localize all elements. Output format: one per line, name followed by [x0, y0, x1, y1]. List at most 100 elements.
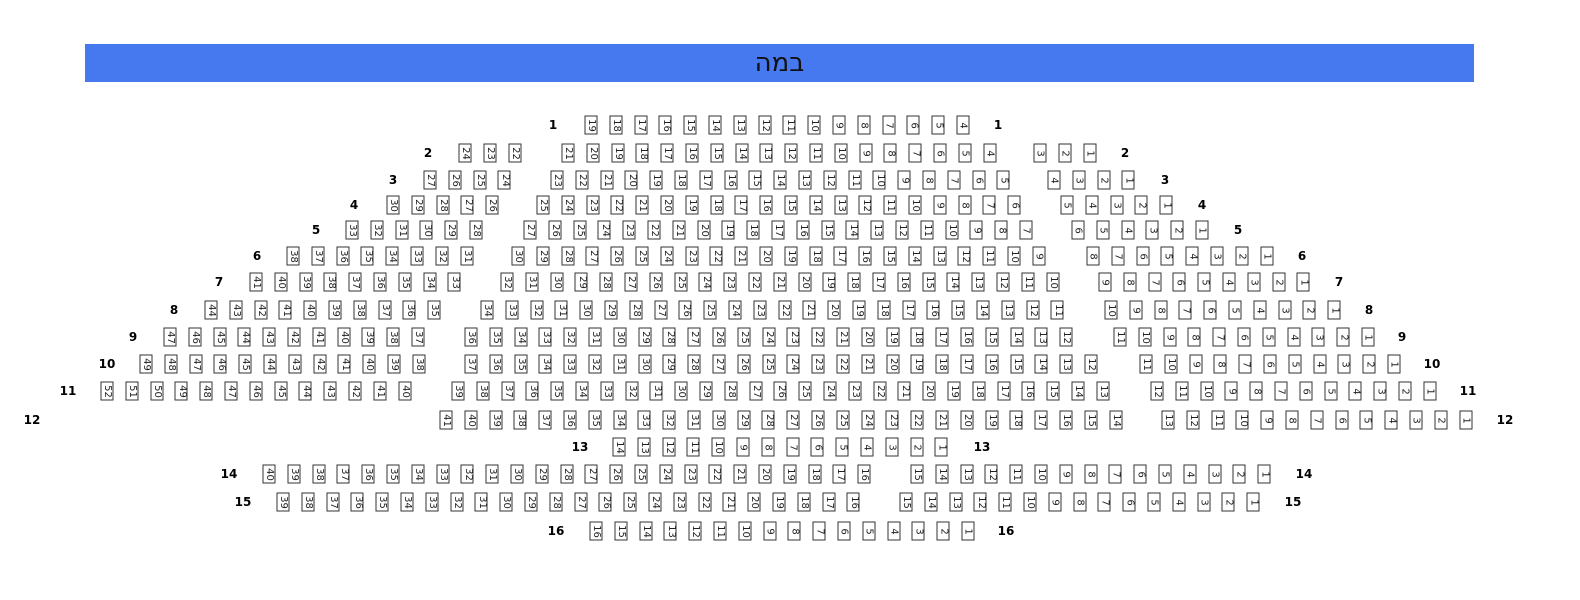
seat[interactable]: 10: [1164, 354, 1178, 374]
seat[interactable]: 20: [747, 492, 761, 512]
seat[interactable]: 16: [846, 492, 860, 512]
seat[interactable]: 3: [1373, 381, 1387, 401]
seat[interactable]: 50: [150, 381, 164, 401]
seat[interactable]: 24: [660, 246, 674, 266]
seat[interactable]: 26: [610, 246, 624, 266]
seat[interactable]: 6: [1172, 272, 1186, 292]
seat[interactable]: 3: [1033, 143, 1047, 163]
seat[interactable]: 27: [574, 492, 588, 512]
seat[interactable]: 15: [1084, 410, 1098, 430]
seat[interactable]: 35: [489, 327, 503, 347]
seat[interactable]: 34: [613, 410, 627, 430]
seat[interactable]: 28: [436, 195, 450, 215]
seat[interactable]: 4: [1085, 195, 1099, 215]
seat[interactable]: 47: [224, 381, 238, 401]
seat[interactable]: 13: [1001, 300, 1015, 320]
seat[interactable]: 9: [1224, 381, 1238, 401]
seat[interactable]: 24: [698, 272, 712, 292]
seat[interactable]: 23: [684, 464, 698, 484]
seat[interactable]: 38: [312, 464, 326, 484]
seat[interactable]: 20: [759, 246, 773, 266]
seat[interactable]: 2: [1398, 381, 1412, 401]
seat[interactable]: 8: [761, 437, 775, 457]
seat[interactable]: 26: [737, 354, 751, 374]
seat[interactable]: 19: [685, 195, 699, 215]
seat[interactable]: 23: [786, 327, 800, 347]
seat[interactable]: 45: [274, 381, 288, 401]
seat[interactable]: 15: [784, 195, 798, 215]
seat[interactable]: 21: [672, 220, 686, 240]
seat[interactable]: 2: [1362, 354, 1376, 374]
seat[interactable]: 20: [758, 464, 772, 484]
seat[interactable]: 33: [410, 246, 424, 266]
seat[interactable]: 32: [625, 381, 639, 401]
seat[interactable]: 27: [423, 170, 437, 190]
seat[interactable]: 15: [1046, 381, 1060, 401]
seat[interactable]: 22: [508, 143, 522, 163]
seat[interactable]: 39: [387, 354, 401, 374]
seat[interactable]: 1: [1423, 381, 1437, 401]
seat[interactable]: 10: [872, 170, 886, 190]
seat[interactable]: 7: [1274, 381, 1288, 401]
seat[interactable]: 12: [1026, 300, 1040, 320]
seat[interactable]: 18: [808, 464, 822, 484]
seat[interactable]: 7: [1310, 410, 1324, 430]
seat[interactable]: 42: [348, 381, 362, 401]
seat[interactable]: 42: [287, 327, 301, 347]
seat[interactable]: 4: [1287, 327, 1301, 347]
seat[interactable]: 13: [798, 170, 812, 190]
seat[interactable]: 9: [1129, 300, 1143, 320]
seat[interactable]: 38: [476, 381, 490, 401]
seat[interactable]: 19: [886, 327, 900, 347]
seat[interactable]: 1: [1257, 464, 1271, 484]
seat[interactable]: 20: [960, 410, 974, 430]
seat[interactable]: 27: [654, 300, 668, 320]
seat[interactable]: 28: [549, 492, 563, 512]
seat[interactable]: 10: [1023, 492, 1037, 512]
seat[interactable]: 29: [444, 220, 458, 240]
seat[interactable]: 43: [288, 354, 302, 374]
seat[interactable]: 19: [772, 492, 786, 512]
seat[interactable]: 40: [274, 272, 288, 292]
seat[interactable]: 19: [947, 381, 961, 401]
seat[interactable]: 4: [1253, 300, 1267, 320]
seat[interactable]: 29: [638, 327, 652, 347]
seat[interactable]: 9: [1163, 327, 1177, 347]
seat[interactable]: 22: [647, 220, 661, 240]
seat[interactable]: 2: [1302, 300, 1316, 320]
seat[interactable]: 30: [511, 246, 525, 266]
seat[interactable]: 11: [713, 521, 727, 541]
seat[interactable]: 20: [922, 381, 936, 401]
seat[interactable]: 18: [877, 300, 891, 320]
seat[interactable]: 25: [703, 300, 717, 320]
seat[interactable]: 23: [586, 195, 600, 215]
seat[interactable]: 31: [588, 327, 602, 347]
seat[interactable]: 41: [312, 327, 326, 347]
seat[interactable]: 30: [712, 410, 726, 430]
seat[interactable]: 20: [697, 220, 711, 240]
seat[interactable]: 13: [759, 143, 773, 163]
seat[interactable]: 37: [326, 492, 340, 512]
seat[interactable]: 43: [262, 327, 276, 347]
seat[interactable]: 31: [485, 464, 499, 484]
seat[interactable]: 25: [836, 410, 850, 430]
seat[interactable]: 8: [787, 521, 801, 541]
seat[interactable]: 40: [362, 354, 376, 374]
seat[interactable]: 24: [823, 381, 837, 401]
seat[interactable]: 15: [910, 464, 924, 484]
seat[interactable]: 10: [834, 143, 848, 163]
seat[interactable]: 27: [749, 381, 763, 401]
seat[interactable]: 40: [464, 410, 478, 430]
seat[interactable]: 7: [1111, 246, 1125, 266]
seat[interactable]: 25: [634, 464, 648, 484]
seat[interactable]: 13: [637, 437, 651, 457]
seat[interactable]: 14: [1109, 410, 1123, 430]
seat[interactable]: 24: [659, 464, 673, 484]
seat[interactable]: 36: [489, 354, 503, 374]
seat[interactable]: 5: [1324, 381, 1338, 401]
seat[interactable]: 26: [678, 300, 692, 320]
seat[interactable]: 18: [635, 143, 649, 163]
seat[interactable]: 3: [1409, 410, 1423, 430]
seat[interactable]: 15: [748, 170, 762, 190]
seat[interactable]: 13: [1161, 410, 1175, 430]
